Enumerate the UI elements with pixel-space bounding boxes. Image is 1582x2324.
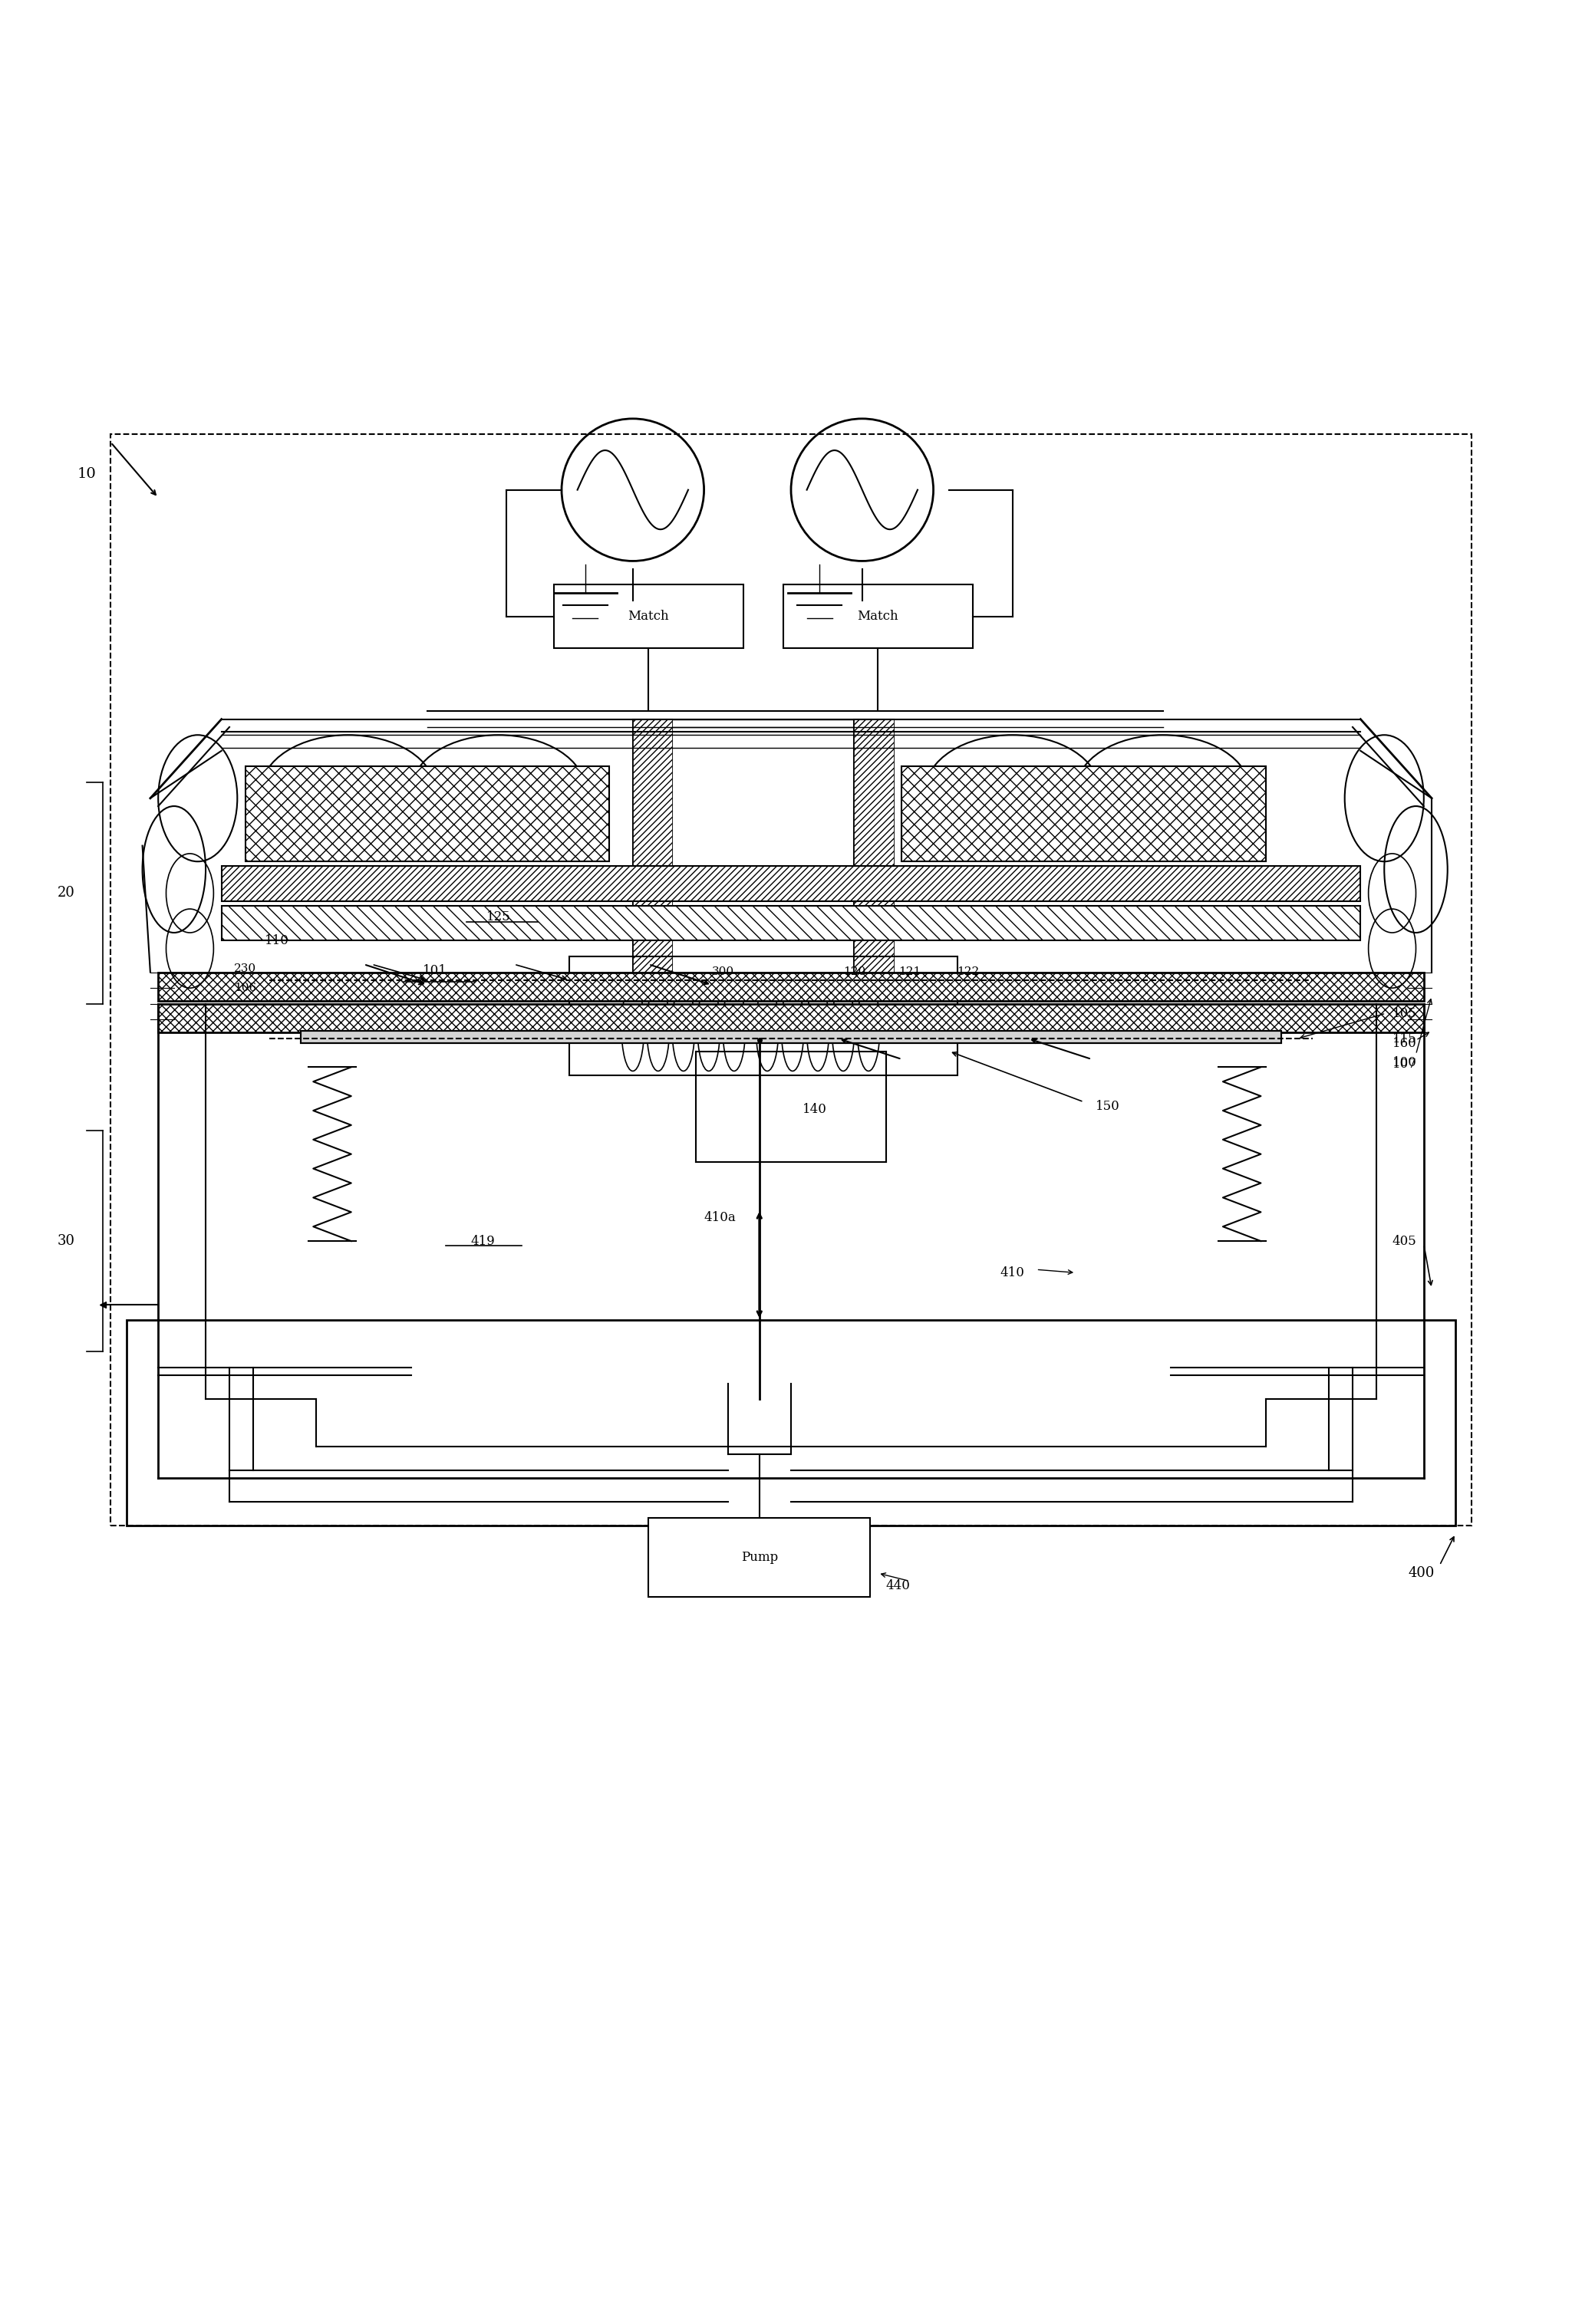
Bar [649,1518,870,1597]
Text: 120: 120 [843,967,865,976]
Text: 100: 100 [1392,1055,1416,1069]
Text: 160: 160 [1392,1037,1416,1050]
Bar [854,718,894,971]
Text: 419: 419 [470,1234,495,1248]
Bar [221,906,1361,941]
Bar [221,906,1361,941]
Bar [570,957,957,1076]
Bar [633,718,672,971]
Text: 110: 110 [264,934,290,948]
Bar [158,971,1424,1002]
Bar [158,1004,1424,1032]
Bar [245,767,609,862]
Text: 230: 230 [234,964,256,974]
Bar [221,867,1361,902]
Text: 410: 410 [1000,1267,1025,1278]
Bar [158,971,1424,1002]
Text: 440: 440 [886,1580,910,1592]
Text: 410a: 410a [704,1211,736,1225]
Text: 115: 115 [1392,1032,1416,1046]
Text: 122: 122 [957,967,979,976]
Text: 105: 105 [1392,1006,1416,1020]
Text: 400: 400 [1408,1566,1435,1580]
Bar [301,1032,1281,1043]
Text: 125: 125 [486,911,511,923]
Text: Match: Match [628,609,669,623]
Bar [554,586,744,648]
Text: Pump: Pump [740,1550,778,1564]
Bar [902,767,1266,862]
Bar [854,718,894,971]
Bar [111,435,1471,1527]
Text: 10: 10 [78,467,97,481]
Bar [301,1032,1281,1043]
Text: Match: Match [857,609,899,623]
Bar [633,718,672,971]
Text: 140: 140 [802,1104,827,1116]
Bar [158,1004,1424,1032]
Text: 150: 150 [1095,1099,1120,1113]
Text: 106: 106 [234,983,256,992]
Text: 300: 300 [712,967,734,976]
Bar [221,867,1361,902]
Bar [783,586,973,648]
Text: 107: 107 [1392,1057,1416,1071]
Bar [127,1320,1455,1527]
Text: 121: 121 [899,967,921,976]
Text: 101: 101 [422,964,448,976]
Text: 20: 20 [57,885,76,899]
Bar [902,767,1266,862]
Text: 405: 405 [1392,1234,1416,1248]
Bar [245,767,609,862]
Text: 30: 30 [57,1234,76,1248]
